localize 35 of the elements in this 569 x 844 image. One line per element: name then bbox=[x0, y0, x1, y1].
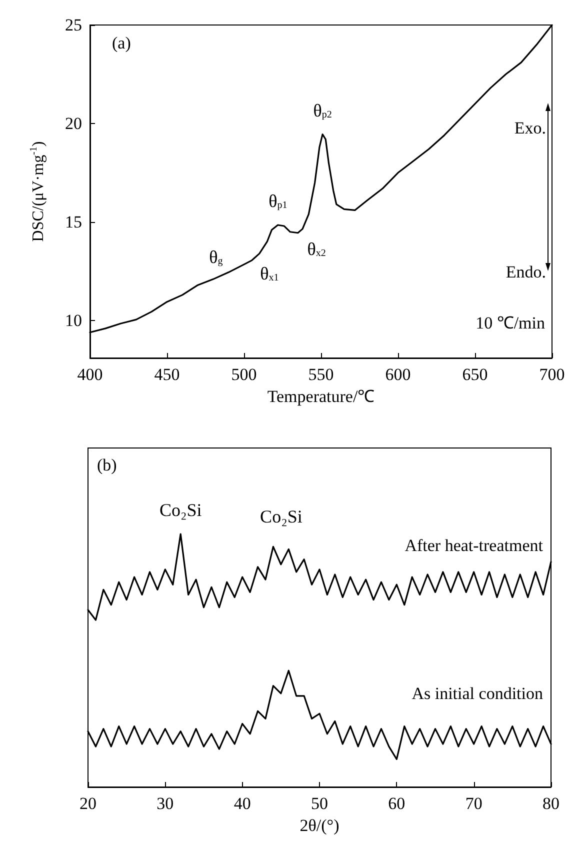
x-tick-label: 40 bbox=[234, 794, 251, 813]
annotation: Co₂Si bbox=[159, 500, 202, 520]
annotation: Exo. bbox=[514, 118, 546, 138]
series-label: After heat-treatment bbox=[404, 536, 544, 556]
x-tick-label: 650 bbox=[462, 365, 488, 384]
text: (b) bbox=[97, 456, 117, 474]
annotation: (a) bbox=[112, 34, 131, 52]
x-tick-label: 50 bbox=[311, 794, 328, 813]
x-tick-label: 500 bbox=[231, 365, 257, 384]
annotation: Co₂Si bbox=[260, 506, 302, 527]
x-axis-title: Temperature/℃ bbox=[267, 387, 375, 406]
x-tick-label: 550 bbox=[308, 365, 334, 384]
x-tick-label: 700 bbox=[539, 365, 565, 384]
annotation: θx1 bbox=[260, 264, 279, 284]
annotation: 10 ℃/min bbox=[476, 314, 546, 332]
x-tick-label: 60 bbox=[388, 794, 406, 813]
annotation: Endo. bbox=[506, 262, 546, 282]
annotation: θx2 bbox=[307, 238, 326, 259]
x-tick-label: 400 bbox=[77, 365, 103, 384]
x-tick-label: 600 bbox=[385, 365, 411, 384]
series-label: As initial condition bbox=[412, 684, 544, 703]
y-tick-label: 15 bbox=[65, 212, 82, 232]
annotation: θg bbox=[209, 247, 223, 268]
x-tick-label: 450 bbox=[154, 365, 180, 384]
y-tick-label: 25 bbox=[65, 16, 82, 34]
y-tick-label: 10 bbox=[65, 311, 82, 330]
x-tick-label: 70 bbox=[465, 794, 482, 813]
x-tick-label: 30 bbox=[156, 794, 174, 813]
x-tick-label: 80 bbox=[542, 794, 560, 813]
x-axis-title: 2θ/(°) bbox=[300, 816, 340, 835]
annotation: θp1 bbox=[268, 190, 288, 211]
annotation: θp2 bbox=[313, 100, 332, 120]
x-tick-label: 20 bbox=[80, 794, 96, 813]
y-axis-title: DSC/(μV·mg-1) bbox=[28, 141, 47, 242]
y-tick-label: 20 bbox=[65, 114, 82, 134]
